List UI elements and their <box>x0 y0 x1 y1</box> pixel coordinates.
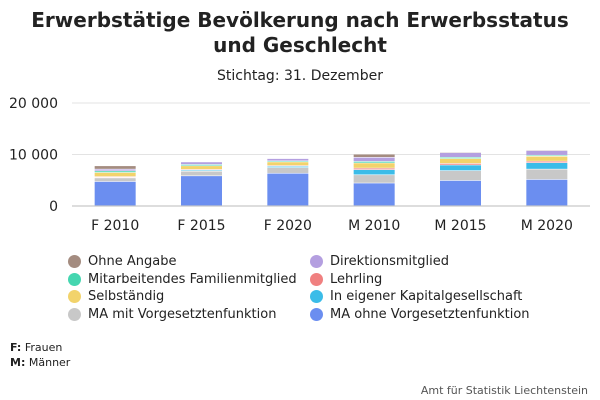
bar-segment <box>353 163 395 168</box>
bar-segment <box>440 170 481 181</box>
y-tick-label: 20 000 <box>9 96 58 112</box>
legend-swatch <box>68 290 81 303</box>
legend-swatch <box>68 255 81 268</box>
bar-segment <box>526 169 568 180</box>
footnote-frauen: F: Frauen <box>10 341 63 354</box>
x-tick-label: F 2010 <box>91 218 139 234</box>
legend-swatch <box>310 272 323 286</box>
legend-label: Ohne Angabe <box>88 254 177 269</box>
legend-swatch <box>310 290 323 303</box>
chart-title-line-1: Erwerbstätige Bevölkerung nach Erwerbsst… <box>31 8 569 32</box>
bar-segment <box>94 166 136 169</box>
bar-segment <box>94 169 136 171</box>
bar-segment <box>181 176 222 206</box>
x-tick-label: F 2015 <box>177 218 225 234</box>
bar-segment <box>440 180 481 206</box>
legend-label: Selbständig <box>88 289 165 304</box>
bar-segment <box>181 166 222 170</box>
bar-segment <box>94 172 136 177</box>
chart-subtitle: Stichtag: 31. Dezember <box>217 68 383 84</box>
y-tick-label: 0 <box>49 199 58 215</box>
legend-swatch <box>310 307 323 321</box>
legend-label: Direktionsmitglied <box>330 254 449 269</box>
bar-segment <box>526 161 568 163</box>
bar-segment <box>353 154 395 157</box>
bar-segment <box>440 152 481 157</box>
bar-segment <box>267 162 309 166</box>
bar-segment <box>94 171 136 173</box>
chart-title-line-2: und Geschlecht <box>213 33 387 57</box>
bar-segment <box>181 164 222 166</box>
legend-label: In eigener Kapitalgesellschaft <box>330 289 523 304</box>
chart-title: Erwerbstätige Bevölkerung nach Erwerbsst… <box>0 8 600 58</box>
legend-item: Lehrling <box>310 271 382 288</box>
x-tick-label: M 2020 <box>521 218 573 234</box>
bar-segment <box>181 171 222 176</box>
bar-segment <box>526 179 568 206</box>
footnote-maenner: M: Männer <box>10 356 71 369</box>
source-credit: Amt für Statistik Liechtenstein <box>420 384 588 397</box>
bar-segment <box>94 178 136 182</box>
legend-swatch <box>68 272 81 286</box>
legend-label: MA ohne Vorgesetztenfunktion <box>330 306 530 322</box>
bar-segment <box>353 157 395 162</box>
bar-segment <box>526 150 568 155</box>
bar-segment <box>440 163 481 165</box>
bar-segment <box>440 158 481 164</box>
legend-label: MA mit Vorgesetztenfunktion <box>88 306 277 322</box>
x-tick-label: M 2010 <box>348 218 400 234</box>
x-tick-label: M 2015 <box>434 218 486 234</box>
bar-segment <box>526 162 568 169</box>
legend-item: Direktionsmitglied <box>310 253 449 270</box>
legend-label: Lehrling <box>330 271 383 287</box>
bar-segment <box>353 168 395 170</box>
legend-item: In eigener Kapitalgesellschaft <box>310 288 522 305</box>
legend-swatch <box>68 307 81 321</box>
bar-segment <box>267 173 309 206</box>
legend-item: MA mit Vorgesetztenfunktion <box>68 306 276 323</box>
footnotes: F: Frauen M: Männer <box>10 340 70 370</box>
y-tick-label: 10 000 <box>9 148 58 164</box>
legend-item: Selbständig <box>68 288 164 305</box>
bar-segment <box>440 157 481 159</box>
legend-item: Ohne Angabe <box>68 253 176 270</box>
bar-segment <box>267 166 309 168</box>
bar-segment <box>267 158 309 161</box>
x-tick-label: F 2020 <box>264 218 312 234</box>
bar-segment <box>353 183 395 206</box>
bar-segment <box>353 161 395 163</box>
legend-item: Mitarbeitendes Familienmitglied <box>68 271 297 288</box>
legend-label: Mitarbeitendes Familienmitglied <box>88 271 297 287</box>
bar-segment <box>440 165 481 171</box>
bar-segment <box>526 156 568 161</box>
bar-segment <box>353 169 395 175</box>
bar-segment <box>267 167 309 173</box>
bar-segment <box>353 175 395 183</box>
bar-segment <box>181 162 222 165</box>
legend-swatch <box>310 255 323 268</box>
bar-segment <box>94 181 136 206</box>
legend-item: MA ohne Vorgesetztenfunktion <box>310 306 530 323</box>
